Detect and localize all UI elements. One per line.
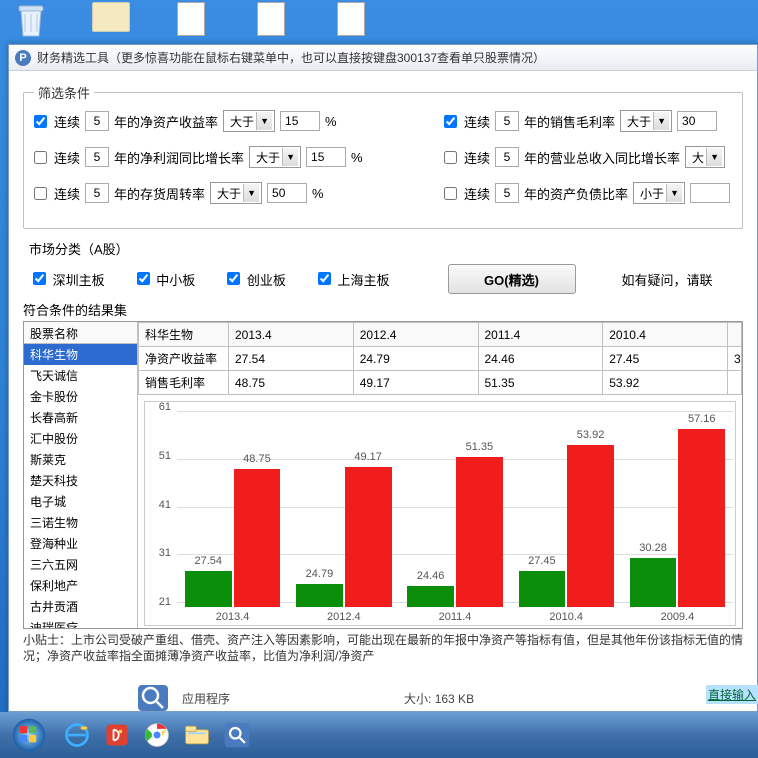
desktop-icon-folder[interactable] xyxy=(326,2,376,38)
operator-select[interactable]: 小于▼ xyxy=(633,182,685,204)
market-checkbox[interactable]: 上海主板 xyxy=(314,269,390,289)
stock-list-item[interactable]: 古井贡酒 xyxy=(24,596,137,617)
filter-cell: 连续年的营业总收入同比增长率大▼ xyxy=(444,146,725,168)
stock-list-item[interactable]: 科华生物 xyxy=(24,344,137,365)
stock-list-item[interactable]: 长春高新 xyxy=(24,407,137,428)
years-input[interactable] xyxy=(495,147,519,167)
years-input[interactable] xyxy=(85,147,109,167)
filter-checkbox[interactable] xyxy=(34,115,47,128)
stock-list-item[interactable]: 迪瑞医疗 xyxy=(24,617,137,628)
desktop-labels: 同花顺 无闪环保 xyxy=(8,686,132,702)
filter-cell: 连续年的销售毛利率大于▼ xyxy=(444,110,717,132)
desktop-icon-folder[interactable] xyxy=(246,2,296,38)
years-input[interactable] xyxy=(495,111,519,131)
title-bar: P 财务精选工具（更多惊喜功能在鼠标右键菜单中，也可以直接按键盘300137查看… xyxy=(9,45,757,71)
taskbar-explorer-icon[interactable] xyxy=(178,716,216,754)
tip-text: 小贴士：上市公司受破产重组、借壳、资产注入等因素影响，可能出现在最新的年报中净资… xyxy=(23,633,743,664)
operator-select[interactable]: 大于▼ xyxy=(223,110,275,132)
years-input[interactable] xyxy=(495,183,519,203)
years-input[interactable] xyxy=(85,183,109,203)
go-button[interactable]: GO(精选) xyxy=(448,264,576,294)
stock-list-item[interactable]: 电子城 xyxy=(24,491,137,512)
value-input[interactable] xyxy=(677,111,717,131)
taskbar xyxy=(0,712,758,758)
data-table: 科华生物2013.42012.42011.42010.4净资产收益率27.542… xyxy=(138,322,742,395)
filter-checkbox[interactable] xyxy=(34,151,47,164)
market-category-label: 市场分类（A股） xyxy=(29,239,731,258)
market-checkbox[interactable]: 中小板 xyxy=(133,269,196,289)
stock-list-item[interactable]: 登海种业 xyxy=(24,533,137,554)
filters-fieldset: 筛选条件 连续年的净资产收益率大于▼%连续年的销售毛利率大于▼连续年的净利润同比… xyxy=(23,83,743,229)
desktop-label[interactable]: 无闪环保 xyxy=(82,686,132,702)
years-input[interactable] xyxy=(85,111,109,131)
stock-list-header: 股票名称 xyxy=(24,322,137,344)
filter-cell: 连续年的净利润同比增长率大于▼% xyxy=(34,146,444,168)
taskbar-ie-icon[interactable] xyxy=(58,716,96,754)
search-icon xyxy=(138,685,168,711)
stock-list-item[interactable]: 三诺生物 xyxy=(24,512,137,533)
operator-select[interactable]: 大▼ xyxy=(685,146,725,168)
app-icon: P xyxy=(15,50,31,66)
desktop-icon-folder[interactable] xyxy=(86,2,136,34)
stock-list-item[interactable]: 金卡股份 xyxy=(24,386,137,407)
taskbar-chrome-icon[interactable] xyxy=(138,716,176,754)
stock-list-item[interactable]: 斯莱克 xyxy=(24,449,137,470)
app-type-label: 应用程序 xyxy=(182,690,230,707)
operator-select[interactable]: 大于▼ xyxy=(249,146,301,168)
size-label: 大小: 163 KB xyxy=(404,690,474,707)
chart: 2131415161 27.5448.7524.7949.1724.4651.3… xyxy=(144,401,736,626)
filters-legend: 筛选条件 xyxy=(34,83,94,102)
filter-cell: 连续年的资产负债比率小于▼ xyxy=(444,182,730,204)
taskbar-search-icon[interactable] xyxy=(218,716,256,754)
desktop-icon-trash[interactable] xyxy=(6,2,56,38)
stock-list-item[interactable]: 汇中股份 xyxy=(24,428,137,449)
explorer-status-row: 应用程序 大小: 163 KB xyxy=(128,684,758,712)
desktop-label[interactable]: 同花顺 xyxy=(8,686,58,702)
results-area: 股票名称 科华生物飞天诚信金卡股份长春高新汇中股份斯莱克楚天科技电子城三诺生物登… xyxy=(23,321,743,629)
stock-list-item[interactable]: 楚天科技 xyxy=(24,470,137,491)
desktop-icon-folder[interactable] xyxy=(166,2,216,38)
operator-select[interactable]: 大于▼ xyxy=(210,182,262,204)
main-window: P 财务精选工具（更多惊喜功能在鼠标右键菜单中，也可以直接按键盘300137查看… xyxy=(8,44,758,712)
market-checkbox[interactable]: 深圳主板 xyxy=(29,269,105,289)
filter-checkbox[interactable] xyxy=(444,151,457,164)
start-button[interactable] xyxy=(2,715,56,755)
results-label: 符合条件的结果集 xyxy=(23,300,743,319)
value-input[interactable] xyxy=(306,147,346,167)
filter-cell: 连续年的净资产收益率大于▼% xyxy=(34,110,444,132)
value-input[interactable] xyxy=(690,183,730,203)
market-checkbox[interactable]: 创业板 xyxy=(223,269,286,289)
window-title: 财务精选工具（更多惊喜功能在鼠标右键菜单中，也可以直接按键盘300137查看单只… xyxy=(37,49,545,66)
filter-checkbox[interactable] xyxy=(34,187,47,200)
value-input[interactable] xyxy=(267,183,307,203)
filter-checkbox[interactable] xyxy=(444,187,457,200)
stock-list-item[interactable]: 飞天诚信 xyxy=(24,365,137,386)
taskbar-app-icon[interactable] xyxy=(98,716,136,754)
stock-list-item[interactable]: 保利地产 xyxy=(24,575,137,596)
market-note: 如有疑问，请联 xyxy=(622,270,713,289)
value-input[interactable] xyxy=(280,111,320,131)
filter-checkbox[interactable] xyxy=(444,115,457,128)
stock-list-item[interactable]: 三六五网 xyxy=(24,554,137,575)
stock-list: 股票名称 科华生物飞天诚信金卡股份长春高新汇中股份斯莱克楚天科技电子城三诺生物登… xyxy=(24,322,138,628)
filter-cell: 连续年的存货周转率大于▼% xyxy=(34,182,444,204)
operator-select[interactable]: 大于▼ xyxy=(620,110,672,132)
